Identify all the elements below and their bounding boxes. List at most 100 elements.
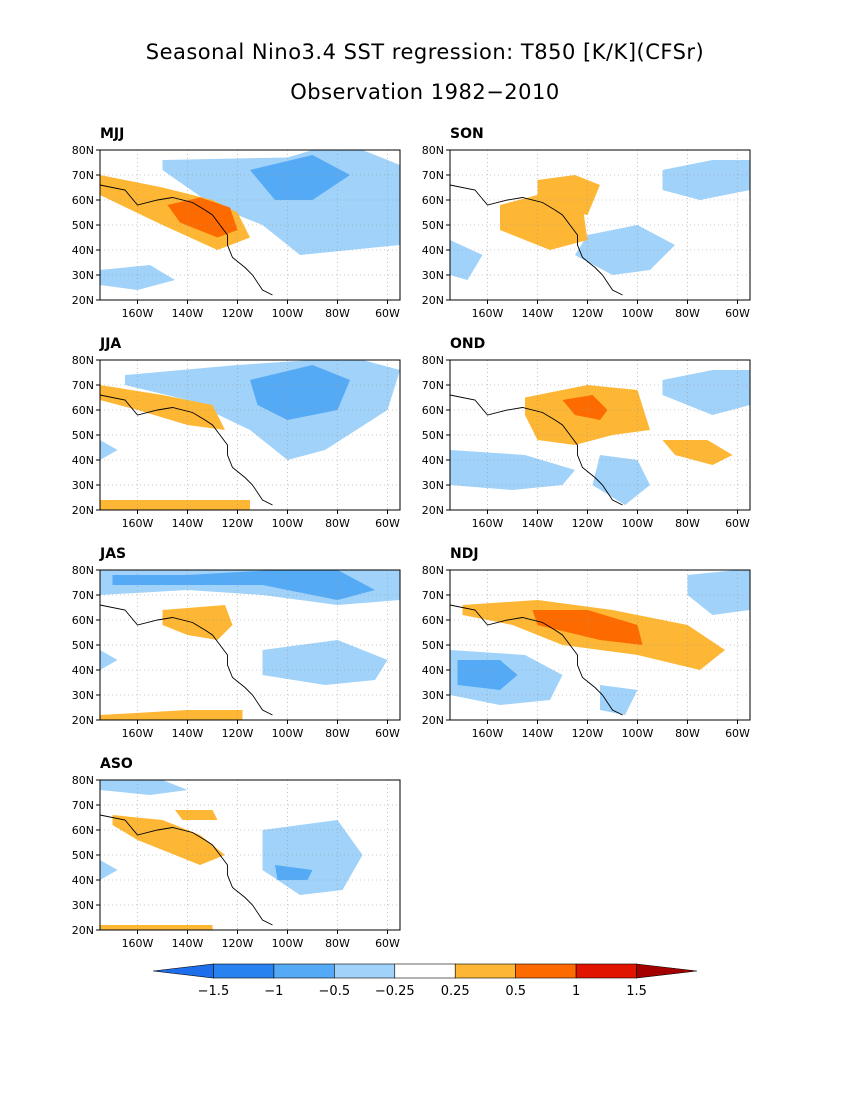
contour-fill--0.25 [100,440,118,460]
y-tick-label: 80N [422,564,444,577]
x-tick-label: 120W [572,307,604,320]
chart-subtitle: Observation 1982−2010 [290,80,560,104]
panel-ond: 20N 30N 40N 50N 60N 70N 80N 160W 140W 120W 100W 80W… [422,354,751,530]
x-tick-label: 100W [622,307,654,320]
x-tick-label: 100W [272,307,304,320]
y-tick-label: 50N [72,639,94,652]
y-tick-label: 70N [72,589,94,602]
y-tick-label: 80N [72,564,94,577]
colorbar-cell [334,963,396,979]
x-tick-label: 60W [375,937,400,950]
x-tick-label: 60W [725,517,750,530]
coastline [99,394,273,506]
x-tick-label: 80W [325,307,350,320]
panel-label-ond: OND [450,336,486,352]
y-tick-label: 20N [72,714,94,727]
colorbar-cell [394,963,456,979]
x-tick-label: 100W [622,517,654,530]
x-tick-label: 60W [375,307,400,320]
colorbar-label: −1.5 [197,984,230,999]
contour-fill-0.25 [100,925,213,930]
x-tick-label: 160W [472,727,504,740]
y-tick-label: 80N [72,144,94,157]
panel-label-jas: JAS [100,546,127,562]
x-tick-label: 100W [622,727,654,740]
y-tick-label: 60N [72,194,94,207]
y-tick-label: 30N [72,899,94,912]
y-tick-label: 80N [422,144,444,157]
panel-label-jja: JJA [100,336,122,352]
colorbar-label: −0.5 [318,984,351,999]
y-tick-label: 20N [422,714,444,727]
x-tick-label: 60W [725,307,750,320]
y-tick-label: 30N [422,689,444,702]
y-tick-label: 70N [72,169,94,182]
colorbar-label: −0.25 [374,984,415,999]
y-tick-label: 30N [422,269,444,282]
y-tick-label: 30N [72,269,94,282]
x-tick-label: 140W [522,307,554,320]
x-tick-label: 80W [675,307,700,320]
x-tick-label: 60W [375,727,400,740]
coastline [99,814,273,926]
y-tick-label: 80N [72,774,94,787]
colorbar-label: 1 [571,984,581,999]
y-tick-label: 20N [72,504,94,517]
x-tick-label: 100W [272,727,304,740]
x-tick-label: 160W [122,307,154,320]
x-tick-label: 80W [675,727,700,740]
x-tick-label: 60W [725,727,750,740]
y-tick-label: 60N [422,404,444,417]
y-tick-label: 50N [422,429,444,442]
contour-fill--0.25 [450,450,575,490]
contour-fill-0.25 [175,810,218,820]
x-tick-label: 120W [222,307,254,320]
contour-fill--0.25 [100,650,118,670]
x-tick-label: 80W [325,517,350,530]
contour-fill-0.25 [100,385,225,430]
colorbar-cell [273,963,335,979]
contour-fill-0.25 [500,195,588,250]
contour-fill-0.25 [112,815,225,865]
colorbar-cell [152,963,214,979]
x-tick-label: 140W [172,307,204,320]
x-tick-label: 160W [472,307,504,320]
panel-son: 20N 30N 40N 50N 60N 70N 80N 160W 140W 120W 100W 80W… [422,144,751,320]
y-tick-label: 60N [72,614,94,627]
contour-fill--0.25 [575,225,675,275]
y-tick-label: 50N [422,639,444,652]
contour-fill-0.25 [100,500,250,510]
contour-fill-0.5 [562,395,608,420]
y-tick-label: 40N [422,244,444,257]
colorbar-cell [454,963,516,979]
y-tick-label: 40N [422,454,444,467]
y-tick-label: 60N [72,404,94,417]
colorbar-label: 0.25 [440,984,470,999]
y-tick-label: 20N [422,294,444,307]
x-tick-label: 120W [222,937,254,950]
contour-fill-0.25 [537,175,600,215]
contour-fill--0.25 [100,860,118,880]
x-tick-label: 160W [472,517,504,530]
y-tick-label: 80N [72,354,94,367]
x-tick-label: 80W [325,727,350,740]
x-tick-label: 160W [122,937,154,950]
x-tick-label: 120W [222,517,254,530]
contour-fill--0.25 [100,780,188,795]
y-tick-label: 40N [72,874,94,887]
colorbar-label: 0.5 [505,984,526,999]
colorbar-label: −1 [264,984,284,999]
colorbar-cell [515,963,577,979]
x-tick-label: 120W [572,517,604,530]
y-tick-label: 40N [422,664,444,677]
coastline [449,394,623,506]
panel-ndj: 20N 30N 40N 50N 60N 70N 80N 160W 140W 120W 100W 80W… [422,564,751,740]
contour-fill--0.25 [600,685,638,715]
contour-fill-0.25 [100,710,243,720]
panel-mjj: 20N 30N 40N 50N 60N 70N 80N 160W 140W 120W 100W 80W… [72,144,401,320]
y-tick-label: 30N [422,479,444,492]
x-tick-label: 140W [172,937,204,950]
panel-aso: 20N 30N 40N 50N 60N 70N 80N 160W 140W 120W 100W 80W… [72,774,401,950]
contour-fill--0.5 [112,570,375,600]
x-tick-label: 160W [122,517,154,530]
